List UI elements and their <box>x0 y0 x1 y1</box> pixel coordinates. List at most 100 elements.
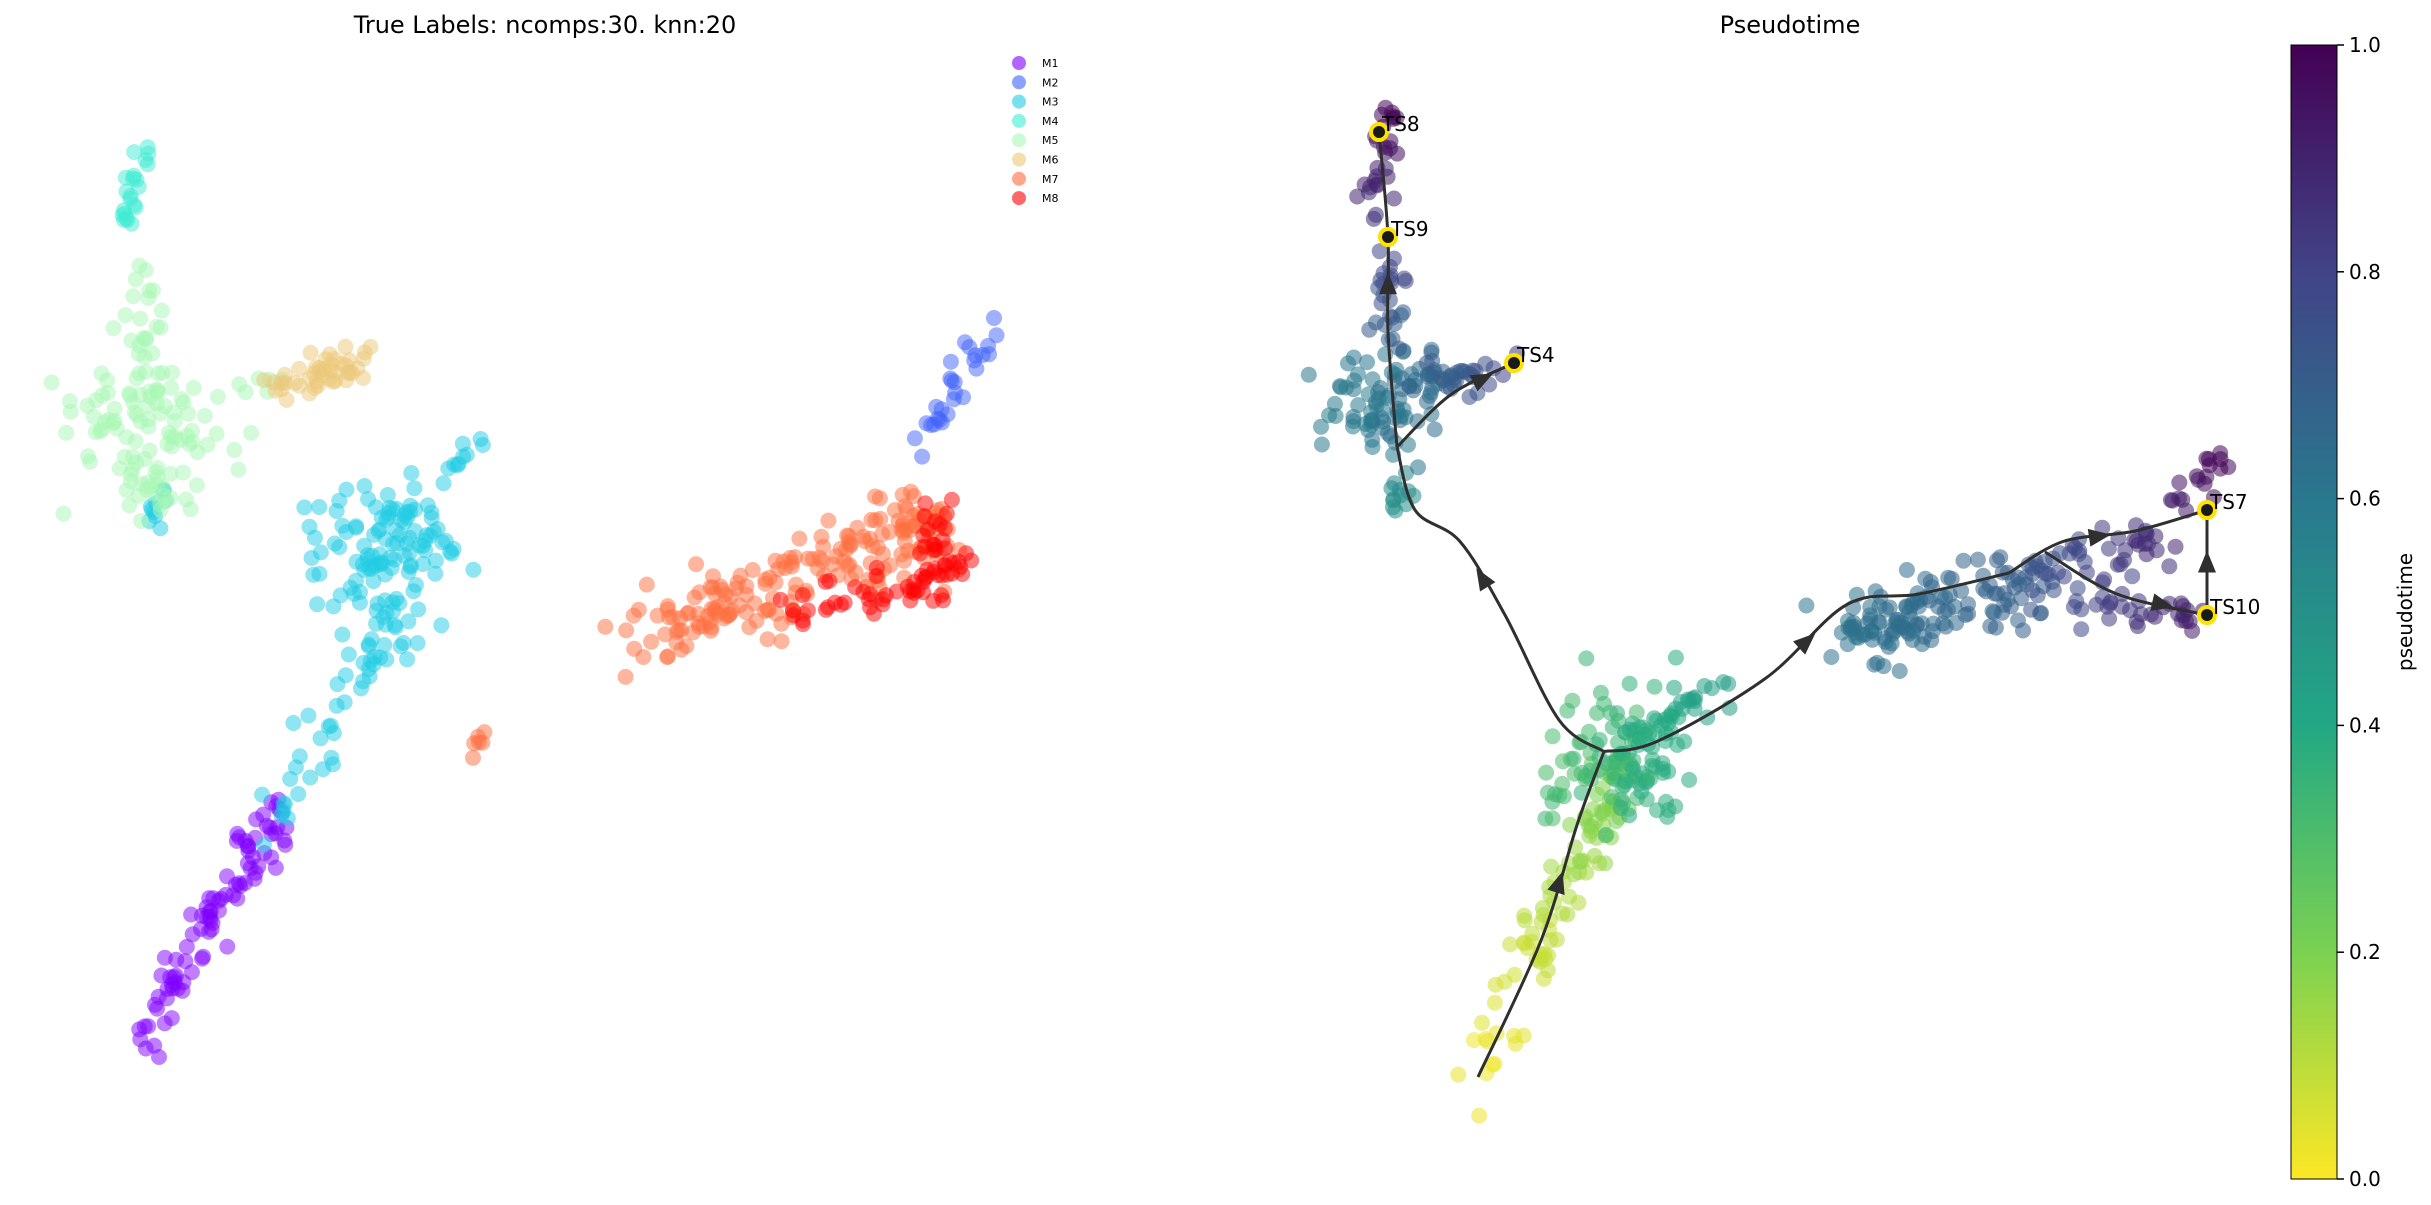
colorbar-tick-label: 0.2 <box>2349 940 2381 964</box>
point-m7 <box>897 498 913 514</box>
point-m7 <box>744 562 761 578</box>
point-m2 <box>914 448 931 465</box>
point-m7 <box>626 640 643 657</box>
point-m1 <box>136 1018 153 1035</box>
colorbar: 0.0 0.2 0.4 0.6 0.8 1.0 pseudotime <box>2290 33 2417 1191</box>
point-m3 <box>348 518 364 535</box>
point-m6 <box>302 344 319 361</box>
pseudotime-point <box>1925 615 1942 632</box>
point-m7 <box>476 724 493 741</box>
point-m7 <box>841 556 858 573</box>
point-m7 <box>625 607 642 624</box>
point-m6 <box>327 372 344 389</box>
pseudotime-point <box>1666 679 1683 696</box>
point-m2 <box>955 389 971 406</box>
point-m6 <box>273 381 290 398</box>
pseudotime-point <box>2024 582 2041 599</box>
point-m7 <box>705 568 721 585</box>
trajectory-arrowhead <box>1547 871 1565 896</box>
point-m3 <box>409 635 426 652</box>
point-m7 <box>638 576 655 593</box>
point-m2 <box>928 398 945 415</box>
point-m3 <box>443 545 460 562</box>
trajectory-arrowhead <box>2198 550 2216 573</box>
point-m5 <box>163 428 180 445</box>
pseudotime-point <box>1389 145 1406 162</box>
pseudotime-point <box>1621 675 1638 692</box>
pseudotime-point <box>1374 419 1391 436</box>
pseudotime-point <box>1300 366 1317 383</box>
legend-marker-m4 <box>1012 113 1026 128</box>
point-m4 <box>126 144 143 161</box>
terminal-state-ts8 <box>1369 122 1389 142</box>
point-m8 <box>877 587 894 604</box>
point-m1 <box>151 1049 167 1065</box>
pseudotime-point <box>1681 771 1698 788</box>
point-m8 <box>899 578 916 595</box>
pseudotime-point <box>1955 552 1972 569</box>
point-m1 <box>158 990 175 1007</box>
terminal-state-ts9 <box>1378 227 1398 247</box>
pseudotime-point <box>1395 304 1412 321</box>
point-m3 <box>324 756 341 773</box>
point-m7 <box>809 560 826 577</box>
point-m3 <box>407 576 424 593</box>
point-m1 <box>242 860 259 877</box>
point-m7 <box>679 605 696 622</box>
pseudotime-point <box>1891 663 1908 679</box>
point-m4 <box>118 183 135 200</box>
pseudotime-point <box>1591 732 1608 748</box>
pseudotime-point <box>1609 705 1625 722</box>
point-m7 <box>466 735 483 752</box>
point-m2 <box>906 430 923 447</box>
legend-label-m4: M4 <box>1042 115 1059 128</box>
point-m5 <box>131 257 148 274</box>
point-m5 <box>149 468 166 485</box>
pseudotime-point <box>1621 721 1638 738</box>
point-m3 <box>325 598 342 615</box>
pseudotime-point <box>2190 471 2207 488</box>
point-m1 <box>184 926 201 943</box>
point-m3 <box>427 565 444 582</box>
pseudotime-point <box>1904 632 1921 648</box>
pseudotime-point <box>2044 573 2061 590</box>
pseudotime-point <box>2212 451 2229 468</box>
point-m5 <box>125 288 142 305</box>
pseudotime-point <box>1905 594 1922 611</box>
point-m5 <box>58 424 75 441</box>
pseudotime-point <box>1554 905 1571 922</box>
pseudotime-point <box>1423 406 1440 423</box>
point-m1 <box>156 949 173 966</box>
point-m3 <box>309 596 326 613</box>
point-m1 <box>163 1010 180 1027</box>
point-m3 <box>376 637 393 653</box>
pseudotime-point <box>1543 858 1560 875</box>
point-m5 <box>173 391 190 408</box>
point-m3 <box>415 556 432 572</box>
pseudotime-point <box>1562 816 1579 833</box>
pseudotime-point <box>1798 597 1815 614</box>
point-m6 <box>291 360 308 377</box>
point-m3 <box>356 562 373 578</box>
pseudotime-point <box>1368 314 1384 331</box>
point-m1 <box>210 902 227 919</box>
pseudotime-point <box>1869 654 1886 671</box>
point-m3 <box>312 544 329 561</box>
point-m3 <box>465 561 482 578</box>
point-m5 <box>92 423 109 440</box>
point-m5 <box>55 505 72 522</box>
point-m3 <box>379 487 396 503</box>
point-m5 <box>127 433 144 450</box>
point-m3 <box>311 565 328 582</box>
point-m3 <box>291 748 308 765</box>
colorbar-tick-label: 0.4 <box>2349 713 2381 737</box>
legend-marker-m2 <box>1012 75 1026 90</box>
terminal-label-ts4: TS4 <box>1516 343 1555 367</box>
pseudotime-point <box>1864 631 1881 648</box>
point-m7 <box>618 622 635 639</box>
point-m5 <box>158 492 175 508</box>
point-m2 <box>918 415 935 432</box>
point-m8 <box>917 495 934 512</box>
pseudotime-point <box>1886 623 1903 640</box>
pseudotime-point <box>1506 1027 1523 1044</box>
